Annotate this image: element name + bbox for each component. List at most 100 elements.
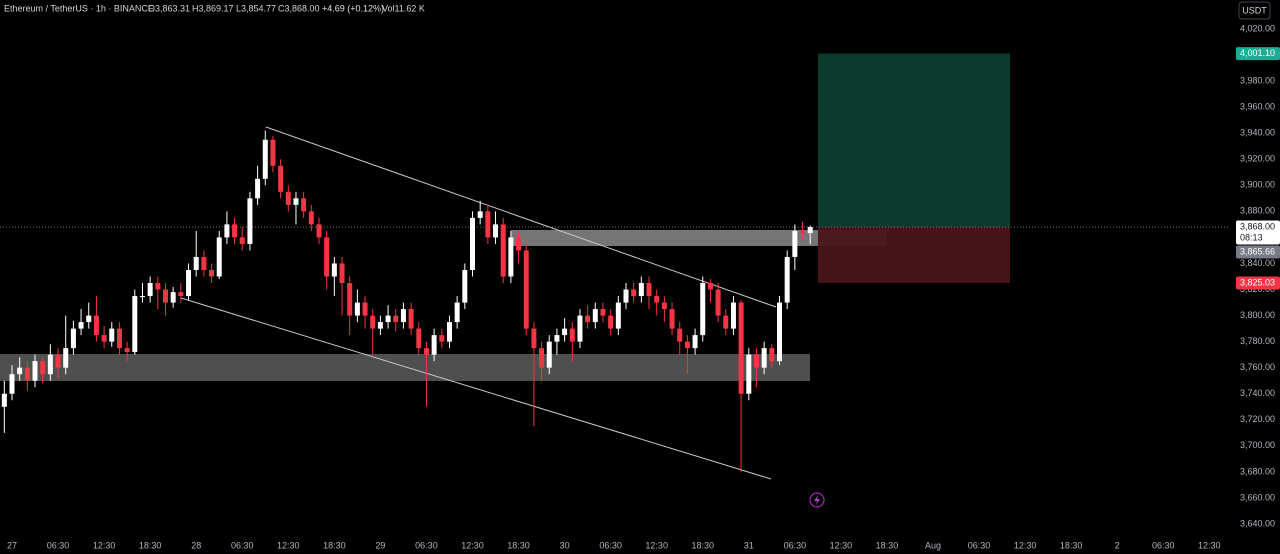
x-tick-label: 30 — [560, 540, 570, 550]
change: +4.69 (+0.12%) — [322, 3, 384, 13]
lightning-icon[interactable] — [809, 492, 825, 508]
ohlc-high: H3,869.17 — [192, 3, 234, 13]
price-tag — [1236, 220, 1280, 245]
candle-body — [707, 283, 713, 290]
y-tick-label: 3,880.00 — [1240, 206, 1275, 216]
candle-body — [78, 322, 84, 329]
price-tag-countdown: 08:13 — [1240, 232, 1263, 242]
price-tag-label: 4,001.10 — [1240, 48, 1275, 58]
candle-body — [562, 328, 568, 336]
channel-lower[interactable] — [180, 297, 772, 480]
ohlc-low: L3,854.77 — [236, 3, 276, 13]
price-tag — [1236, 245, 1280, 259]
candle-body — [247, 198, 253, 244]
candle-body — [17, 367, 23, 375]
candle-body — [132, 296, 138, 353]
candle-body — [792, 230, 798, 257]
x-tick-label: 31 — [744, 540, 754, 550]
x-tick-label: 27 — [7, 540, 17, 550]
candle-body — [784, 256, 790, 303]
price-tag-label: 3,868.00 — [1240, 221, 1275, 231]
target-zone[interactable] — [818, 53, 1010, 227]
y-tick-label: 3,700.00 — [1240, 440, 1275, 450]
candle-body — [9, 374, 15, 394]
y-tick-label: 3,800.00 — [1240, 310, 1275, 320]
x-tick-label: 06:30 — [784, 540, 807, 550]
candle-body — [347, 283, 353, 316]
candle-body — [224, 224, 230, 238]
y-tick-label: 3,840.00 — [1240, 258, 1275, 268]
candle-body — [569, 328, 575, 342]
candle-body — [416, 328, 422, 349]
x-tick-label: 18:30 — [691, 540, 714, 550]
currency-button[interactable] — [1238, 1, 1271, 20]
candle-body — [623, 289, 629, 303]
candle-body — [324, 237, 330, 277]
candle-body — [723, 315, 729, 329]
y-tick-label: 3,900.00 — [1240, 180, 1275, 190]
candle-body — [738, 302, 744, 394]
channel-upper[interactable] — [265, 126, 777, 308]
x-tick-label: 18:30 — [507, 540, 530, 550]
price-tag-label: 3,865.66 — [1240, 246, 1275, 256]
ohlc-close: C3,868.00 — [278, 3, 320, 13]
y-tick-label: 3,740.00 — [1240, 388, 1275, 398]
symbol[interactable]: Ethereum / TetherUS · 1h · BINANCE — [4, 3, 154, 13]
y-tick-label: 3,960.00 — [1240, 102, 1275, 112]
candle-body — [109, 328, 115, 342]
candle-body — [592, 309, 598, 323]
volume: Vol11.62 K — [382, 3, 425, 13]
x-tick-label: 06:30 — [47, 540, 70, 550]
y-tick-label: 3,660.00 — [1240, 492, 1275, 502]
candle-body — [677, 328, 683, 342]
candle-body — [669, 309, 675, 329]
ohlc-open: O3,863.31 — [148, 3, 190, 13]
x-tick-label: 18:30 — [139, 540, 162, 550]
lightning-glyph — [814, 495, 820, 505]
candle-body — [508, 237, 514, 277]
candle-body — [423, 348, 429, 355]
candle-body — [262, 139, 268, 179]
price-tag — [1236, 47, 1280, 61]
y-tick-label: 3,640.00 — [1240, 518, 1275, 528]
candle-body — [615, 302, 621, 329]
currency-label[interactable]: USDT — [1242, 5, 1267, 15]
candle-body — [255, 178, 261, 199]
candle-body — [715, 289, 721, 316]
candle-body — [285, 191, 291, 205]
candle-body — [523, 250, 529, 329]
candle-body — [301, 198, 307, 212]
candle-body — [730, 302, 736, 329]
x-tick-label: 29 — [375, 540, 385, 550]
candle-body — [209, 269, 215, 277]
candle-body — [377, 322, 383, 329]
candle-body — [577, 315, 583, 342]
x-tick-label: 06:30 — [1152, 540, 1175, 550]
candle-body — [631, 289, 637, 297]
support-zone[interactable] — [0, 354, 810, 381]
candle-body — [600, 309, 606, 316]
candle-body — [32, 361, 38, 381]
candle-body — [163, 289, 168, 303]
candle-body — [316, 224, 322, 238]
candle-body — [661, 302, 667, 310]
x-tick-label: 12:30 — [1014, 540, 1037, 550]
candle-body — [493, 224, 499, 238]
candle-body — [500, 224, 506, 277]
candle-body — [216, 237, 222, 277]
candle-body — [55, 354, 61, 368]
x-tick-label: 18:30 — [323, 540, 346, 550]
candle-body — [331, 263, 337, 277]
candle-body — [769, 348, 775, 362]
candle-body — [546, 341, 552, 368]
candle-body — [585, 315, 591, 323]
candle-body — [800, 230, 806, 234]
stop-zone[interactable] — [818, 227, 1010, 283]
candle-body — [761, 348, 767, 368]
candle-body — [646, 283, 652, 297]
candle-body — [116, 328, 122, 349]
candle-body — [86, 315, 92, 323]
candle-body — [446, 322, 452, 342]
candle-body — [178, 292, 184, 297]
x-tick-label: 18:30 — [1060, 540, 1083, 550]
